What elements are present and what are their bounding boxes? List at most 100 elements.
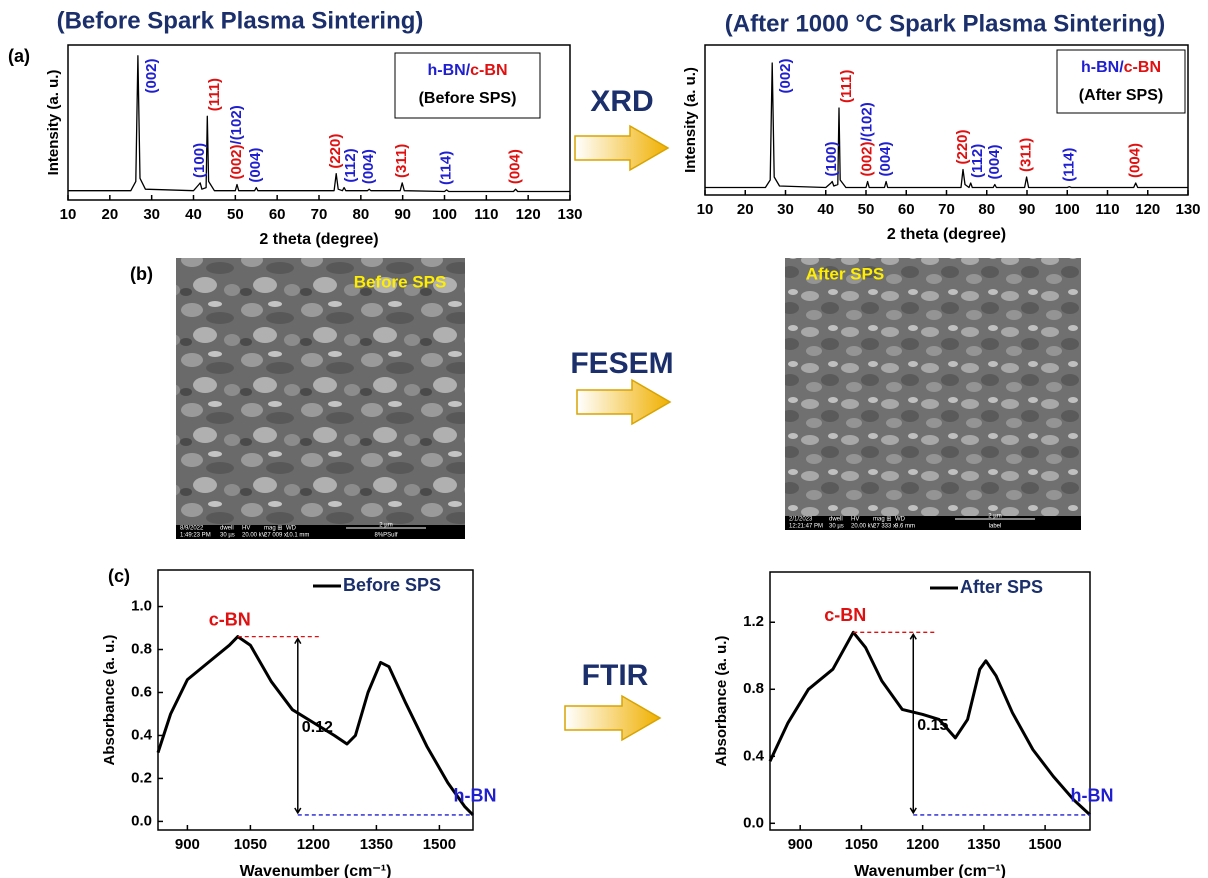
y-axis-label: Absorbance (a. u.)	[101, 635, 118, 766]
peak-label: (220)	[327, 134, 344, 169]
peak-label-part: (220)	[954, 129, 971, 164]
peak-label: (100)	[191, 143, 208, 178]
sem-info: 20.00 kV	[242, 533, 266, 539]
sem-info: 20.00 kV	[851, 524, 875, 530]
x-tick-label: 10	[697, 201, 714, 218]
peak-label-part: (100)	[823, 141, 840, 176]
sem-info: HV	[851, 517, 859, 523]
y-tick-label: 0.8	[743, 680, 764, 697]
x-tick-label: 110	[1095, 201, 1119, 218]
peak-label: (002)	[143, 58, 160, 93]
y-axis-label: Intensity (a. u.)	[682, 67, 699, 173]
panel-label: (b)	[130, 264, 153, 284]
chart: 10 20 30 40 50 60 70 80 90 100 110 120 130 2 theta (d…	[682, 44, 1201, 243]
legend-part: /	[1119, 59, 1124, 76]
peak-label-part: (004)	[507, 149, 524, 184]
sem-info: mag ⊞	[873, 517, 891, 523]
data-line	[705, 62, 1188, 189]
sem-info: mag ⊞	[264, 526, 282, 532]
peak-label: (004)	[986, 144, 1003, 179]
peak-label-part: (002)	[859, 141, 876, 176]
legend-part: h-BN	[427, 62, 465, 79]
x-tick-label: 100	[1055, 201, 1080, 218]
x-tick-label: 1200	[297, 836, 330, 853]
method-label: FESEM	[570, 347, 673, 380]
peak-label: (100)	[823, 141, 840, 176]
peak-name: h-BN	[454, 786, 497, 806]
x-tick-label: 120	[516, 206, 541, 223]
chart: 900 1050 1200 1350 1500 0.0 0.4 0.8 1.2 Wavenumbe…	[713, 571, 1114, 878]
chart: 900 1050 1200 1350 1500 0.0 0.2 0.4 0.6 0.8 1.0 Wav…	[101, 569, 497, 878]
sem-image: Before SPS	[176, 258, 465, 539]
x-tick-label: 50	[227, 206, 244, 223]
peak-label-part: (114)	[1060, 148, 1077, 182]
peak-label-part: /(102)	[228, 105, 245, 144]
y-tick-label: 0.2	[131, 769, 152, 786]
plot-frame	[157, 569, 474, 831]
sem-info: HV	[242, 526, 250, 532]
x-tick-label: 130	[1175, 201, 1200, 218]
x-axis-label: Wavenumber (cm⁻¹)	[240, 863, 392, 878]
peak-label-part: (004)	[877, 141, 894, 176]
y-tick-label: 1.2	[743, 613, 764, 630]
x-axis-label: 2 theta (degree)	[259, 231, 378, 248]
legend-part: c-BN	[470, 62, 507, 79]
method-label: XRD	[590, 85, 653, 118]
sem-image: After SPS	[785, 258, 1081, 530]
peak-label: (112)	[969, 144, 986, 178]
peak-label-part: (220)	[327, 134, 344, 169]
peak-label: (111)	[838, 70, 855, 103]
y-tick-label: 0.0	[743, 814, 764, 831]
y-tick-label: 0.4	[131, 726, 153, 743]
x-tick-label: 120	[1135, 201, 1160, 218]
peak-label: (220)	[954, 129, 971, 164]
peak-label: (311)	[1018, 138, 1035, 172]
x-tick-label: 1350	[967, 836, 1000, 853]
heading: (Before Spark Plasma Sintering)	[57, 7, 424, 34]
peak-label: (114)	[1060, 148, 1077, 182]
peak-label-part: (111)	[206, 78, 223, 111]
legend-text: h-BN/c-BN	[1081, 59, 1161, 76]
peak-label-part: (112)	[342, 148, 359, 182]
peak-label-part: (112)	[969, 144, 986, 178]
x-tick-label: 900	[788, 836, 813, 853]
x-tick-label: 1050	[845, 836, 878, 853]
sem-info: 30 µs	[220, 533, 235, 539]
data-line	[768, 630, 1092, 817]
x-tick-label: 30	[143, 206, 160, 223]
sem-info: 8%PSulf	[374, 533, 397, 539]
peak-name: h-BN	[1071, 786, 1114, 806]
legend-part: /	[466, 62, 471, 79]
peak-label-part: (311)	[393, 144, 410, 178]
peak-label-part: /(102)	[859, 102, 876, 141]
chart: 10 20 30 40 50 60 70 80 90 100 110 120 130 2 theta (d…	[45, 44, 583, 248]
x-tick-label: 1050	[234, 836, 267, 853]
peak-label: (112)	[342, 148, 359, 182]
method-label: FTIR	[582, 659, 649, 692]
x-tick-label: 60	[269, 206, 286, 223]
sem-info: dwell	[220, 526, 234, 532]
legend-text: Before SPS	[343, 575, 441, 595]
x-tick-label: 70	[938, 201, 955, 218]
x-tick-label: 1500	[423, 836, 456, 853]
sem-info: WD	[286, 526, 297, 532]
arrow-head	[294, 637, 302, 815]
peak-label: (002)	[777, 58, 794, 93]
x-tick-label: 100	[432, 206, 457, 223]
peak-label-part: (100)	[191, 143, 208, 178]
panel-label: (c)	[108, 566, 130, 586]
sem-info: label	[989, 524, 1002, 530]
x-tick-label: 1200	[906, 836, 939, 853]
peak-label: (004)	[247, 148, 264, 183]
sem-info: 27 009 x	[264, 533, 287, 539]
peak-label: (002)/(102)	[228, 105, 245, 179]
x-tick-label: 10	[60, 206, 77, 223]
x-tick-label: 40	[817, 201, 834, 218]
x-tick-label: 70	[311, 206, 328, 223]
plot-frame	[769, 571, 1091, 831]
difference-label: 0.12	[302, 719, 333, 736]
peak-label-part: (002)	[143, 58, 160, 93]
legend-part: c-BN	[1124, 59, 1161, 76]
arrow	[574, 124, 670, 172]
